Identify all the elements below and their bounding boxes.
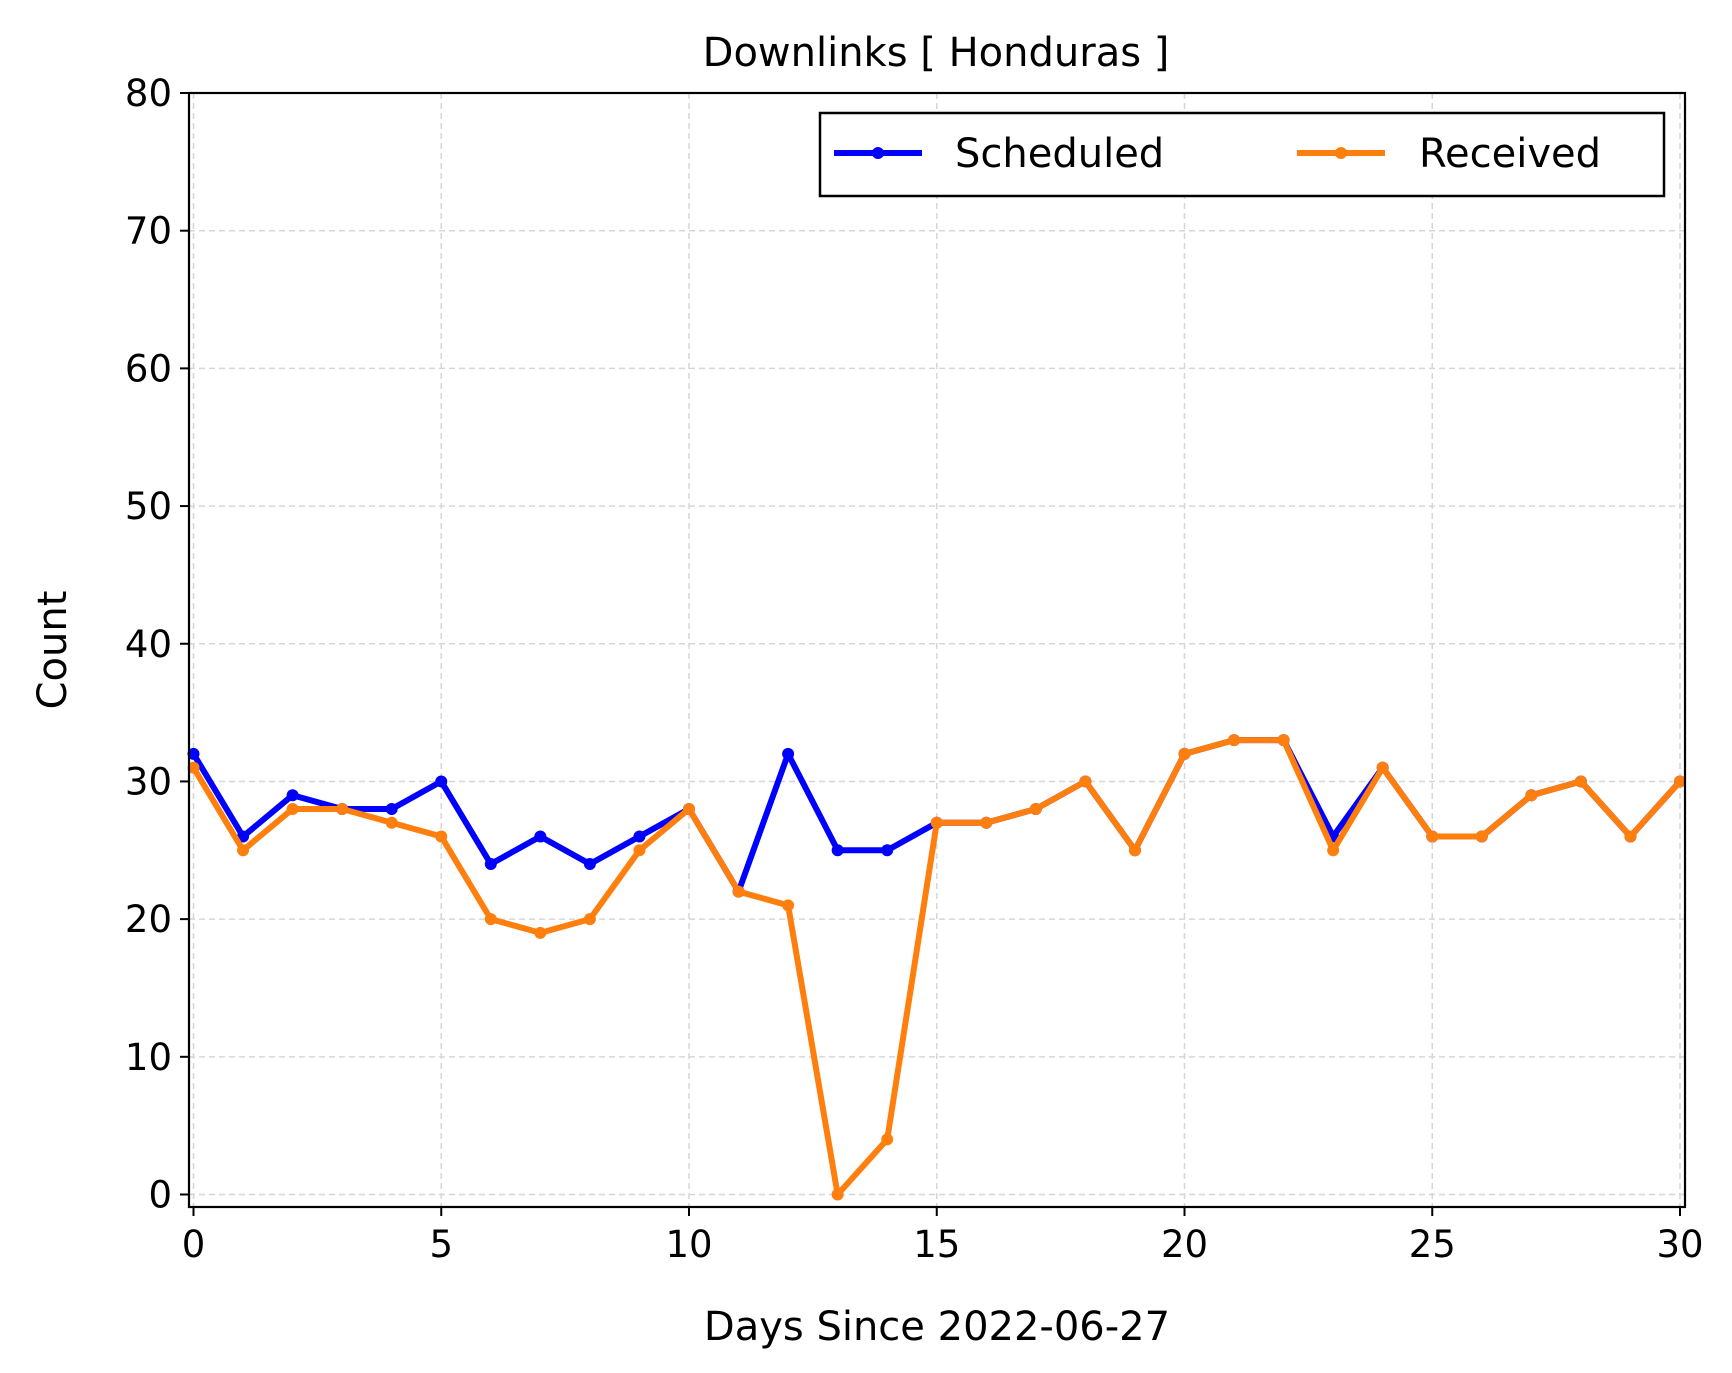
data-point-received	[1228, 734, 1241, 747]
data-point-received	[881, 1133, 894, 1146]
data-point-received	[435, 830, 448, 843]
series-layer	[187, 734, 1686, 1201]
data-point-received	[980, 816, 993, 829]
data-point-received	[534, 926, 547, 939]
x-axis-label: Days Since 2022-06-27	[704, 1304, 1170, 1350]
data-point-received	[286, 802, 299, 815]
data-point-received	[1277, 734, 1290, 747]
data-point-scheduled	[782, 747, 795, 760]
data-point-received	[484, 913, 497, 926]
series-received	[187, 734, 1686, 1201]
x-axis: 0 5 10 15 20 25 30	[182, 1207, 1704, 1266]
data-point-received	[1376, 761, 1389, 774]
data-point-received	[1674, 775, 1686, 788]
data-point-scheduled	[435, 775, 448, 788]
data-point-received	[1525, 789, 1538, 802]
data-point-received	[1079, 775, 1092, 788]
y-tick-label: 40	[125, 623, 172, 666]
data-point-received	[1029, 802, 1042, 815]
legend-marker-scheduled	[872, 147, 884, 159]
data-point-received	[237, 844, 250, 857]
legend-box	[818, 111, 1666, 198]
data-point-scheduled	[534, 830, 547, 843]
x-tick-label: 30	[1656, 1223, 1703, 1266]
data-point-received	[930, 816, 943, 829]
data-point-received	[1426, 830, 1439, 843]
data-point-received	[732, 885, 745, 898]
data-point-scheduled	[286, 789, 299, 802]
data-point-received	[1128, 844, 1141, 857]
chart-title: Downlinks [ Honduras ]	[703, 30, 1170, 76]
data-point-scheduled	[484, 858, 497, 871]
x-tick-label: 15	[913, 1223, 960, 1266]
data-point-scheduled	[831, 844, 844, 857]
legend-marker-received	[1335, 147, 1347, 159]
y-tick-label: 80	[125, 72, 172, 115]
data-point-received	[336, 802, 349, 815]
data-point-received	[633, 844, 646, 857]
legend: Scheduled Received	[818, 111, 1666, 198]
data-point-scheduled	[881, 844, 894, 857]
y-tick-label: 60	[125, 347, 172, 390]
data-point-scheduled	[385, 802, 398, 815]
y-tick-label: 50	[125, 485, 172, 528]
y-tick-label: 20	[125, 898, 172, 941]
data-point-received	[1475, 830, 1488, 843]
x-tick-label: 10	[665, 1223, 712, 1266]
x-tick-label: 0	[182, 1223, 206, 1266]
x-tick-label: 5	[429, 1223, 453, 1266]
y-tick-label: 10	[125, 1036, 172, 1079]
y-tick-label: 0	[148, 1174, 172, 1217]
plot-frame	[187, 91, 1687, 1209]
y-axis: 0 10 20 30 40 50 60 70 80	[125, 72, 189, 1217]
data-point-received	[1327, 844, 1340, 857]
x-tick-label: 20	[1161, 1223, 1208, 1266]
y-axis-label: Count	[30, 591, 76, 710]
data-point-received	[1178, 747, 1191, 760]
data-point-received	[683, 802, 695, 815]
data-point-received	[385, 816, 398, 829]
gridlines	[189, 92, 1685, 1207]
data-point-received	[782, 899, 795, 912]
data-point-received	[583, 913, 596, 926]
data-point-received	[831, 1188, 844, 1201]
legend-label-received: Received	[1419, 131, 1601, 177]
y-tick-label: 30	[125, 760, 172, 803]
legend-label-scheduled: Scheduled	[955, 131, 1164, 177]
data-point-scheduled	[633, 830, 646, 843]
data-point-scheduled	[583, 858, 596, 871]
data-point-received	[1624, 830, 1637, 843]
y-tick-label: 70	[125, 210, 172, 253]
data-point-received	[1574, 775, 1587, 788]
x-tick-label: 25	[1409, 1223, 1456, 1266]
data-point-scheduled	[187, 747, 200, 760]
data-point-received	[187, 761, 200, 774]
